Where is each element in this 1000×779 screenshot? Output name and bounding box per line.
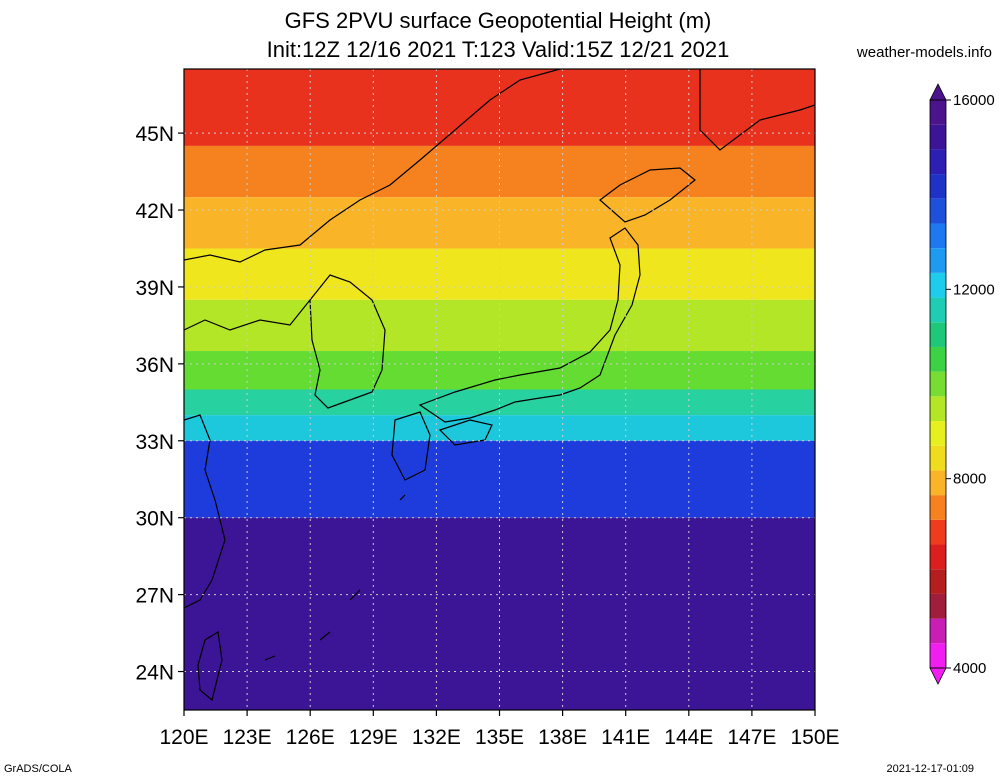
- colorbar-frame: [929, 99, 947, 669]
- lat-tick-label: 36N: [135, 354, 174, 377]
- coastlines: [184, 69, 815, 702]
- colorbar-label: 8000: [953, 471, 986, 488]
- china-coast: [184, 414, 226, 609]
- lat-tick-label: 27N: [135, 585, 174, 608]
- honshu-outline: [418, 227, 641, 423]
- colorbar-segment: [930, 174, 946, 199]
- colorbar-label: 16000: [953, 92, 995, 109]
- field-band-yellow-orange: [184, 197, 815, 249]
- colorbar-segment: [930, 618, 946, 644]
- lon-tick-label: 126E: [286, 726, 335, 749]
- chart-title: GFS 2PVU surface Geopotential Height (m): [284, 8, 712, 33]
- lon-tick-label: 141E: [601, 726, 650, 749]
- lon-tick-label: 147E: [727, 726, 776, 749]
- colorbar-segment: [930, 346, 946, 372]
- shikoku-outline: [438, 419, 493, 446]
- hokkaido-outline: [599, 167, 696, 223]
- colorbar-segment: [930, 643, 946, 668]
- colorbar-segment: [930, 495, 946, 520]
- colorbar-segment: [930, 149, 946, 175]
- korea-outline: [309, 274, 386, 409]
- colorbar-segment: [930, 371, 946, 397]
- colorbar-segment: [930, 421, 946, 446]
- field-band-yellow-green: [184, 299, 815, 352]
- taiwan-outline: [197, 631, 223, 702]
- watermark: weather-models.info: [856, 44, 992, 61]
- lon-tick-label: 120E: [159, 726, 208, 749]
- lat-tick-label: 45N: [135, 123, 174, 146]
- colorbar-segment: [930, 519, 946, 545]
- sakhalin-coast: [699, 69, 815, 151]
- height-field: [184, 69, 815, 710]
- footer-credit: GrADS/COLA: [4, 763, 72, 775]
- lon-axis: 120E 123E 126E 129E 132E 135E 138E 141E 144E 147E…: [159, 710, 840, 749]
- colorbar-segment: [930, 198, 946, 224]
- colorbar: 16000 12000 8000 4000: [929, 83, 995, 685]
- colorbar-label: 4000: [953, 660, 986, 677]
- colorbar-segment: [930, 272, 946, 298]
- lat-tick-label: 42N: [135, 200, 174, 223]
- field-band-blue: [184, 440, 815, 518]
- lat-tick-label: 33N: [135, 431, 174, 454]
- colorbar-segment: [930, 124, 946, 150]
- colorbar-segment: [930, 396, 946, 422]
- lon-tick-label: 132E: [412, 726, 461, 749]
- colorbar-segment: [930, 470, 946, 496]
- field-band-north-red: [184, 69, 815, 146]
- colorbar-segment: [930, 100, 946, 125]
- colorbar-segment: [930, 445, 946, 471]
- lat-axis: 45N 42N 39N 36N 33N 30N 27N 24N: [135, 123, 184, 685]
- colorbar-top-arrow: [929, 83, 947, 101]
- colorbar-segment: [930, 223, 946, 249]
- colorbar-label: 12000: [953, 281, 995, 298]
- lon-tick-label: 150E: [790, 726, 839, 749]
- yellow-sea-coast: [184, 299, 311, 331]
- lon-tick-label: 123E: [223, 726, 272, 749]
- colorbar-segment: [930, 544, 946, 570]
- colorbar-segment: [930, 569, 946, 594]
- lon-tick-label: 144E: [664, 726, 713, 749]
- ryukyu-islands: [264, 494, 406, 661]
- lat-tick-label: 24N: [135, 662, 174, 685]
- lon-tick-label: 135E: [475, 726, 524, 749]
- lat-tick-label: 30N: [135, 508, 174, 531]
- colorbar-segment: [930, 322, 946, 347]
- colorbar-segment: [930, 248, 946, 273]
- lon-tick-label: 129E: [349, 726, 398, 749]
- colorbar-segment: [930, 297, 946, 323]
- colorbar-segment: [930, 593, 946, 619]
- lon-tick-label: 138E: [538, 726, 587, 749]
- kyushu-outline: [391, 411, 431, 481]
- footer-timestamp: 2021-12-17-01:09: [886, 763, 974, 775]
- colorbar-bottom-arrow: [929, 667, 947, 685]
- chart-subtitle: Init:12Z 12/16 2021 T:123 Valid:15Z 12/2…: [266, 37, 730, 62]
- mainland-coast: [184, 69, 561, 263]
- lat-tick-label: 39N: [135, 277, 174, 300]
